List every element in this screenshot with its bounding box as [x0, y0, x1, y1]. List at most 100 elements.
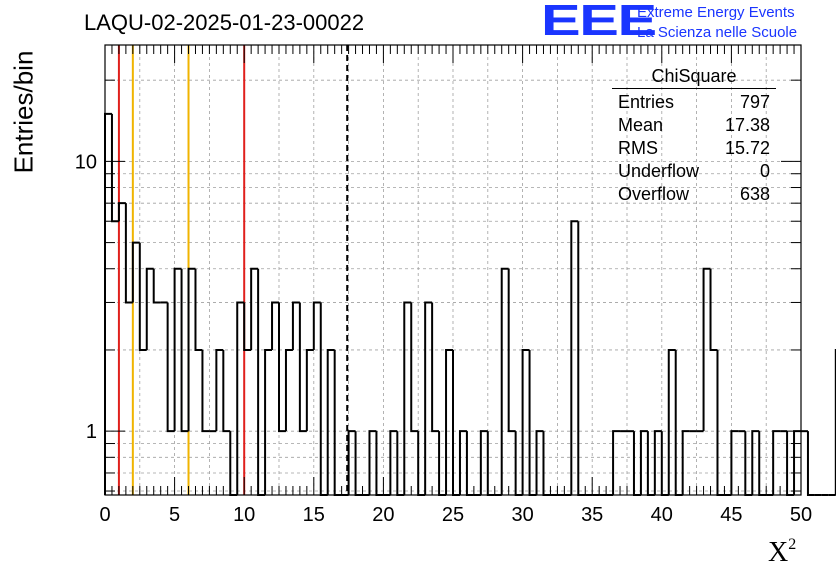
stats-value: 797	[739, 92, 770, 112]
stats-row-entries: Entries 797	[610, 91, 778, 114]
histogram-bin	[180, 268, 189, 433]
histogram-bin	[131, 241, 140, 303]
histogram-bin	[229, 431, 238, 496]
histogram-bin	[500, 267, 509, 495]
histogram-bin	[632, 431, 641, 496]
histogram-bin	[347, 430, 356, 495]
histogram-bin	[173, 267, 182, 432]
x-tick-label: 25	[442, 504, 464, 526]
stats-value: 638	[739, 184, 770, 204]
histogram-bin	[424, 301, 433, 495]
histogram-bin	[243, 302, 252, 351]
stats-box: ChiSquare Entries 797 Mean 17.38 RMS 15.…	[610, 66, 778, 206]
histogram-bin	[194, 268, 203, 351]
histogram-bin	[326, 348, 335, 495]
histogram-bin	[403, 301, 412, 495]
x-axis-label: X2	[768, 536, 796, 569]
histogram-bin	[124, 203, 133, 304]
histogram-bin	[744, 431, 753, 496]
x-tick-label: 15	[303, 504, 325, 526]
x-tick-label: 5	[169, 504, 180, 526]
histogram-bin	[535, 430, 544, 495]
stats-row-mean: Mean 17.38	[610, 114, 778, 137]
stats-label: Entries	[618, 92, 675, 112]
histogram-bin	[681, 430, 690, 495]
histogram-bin	[396, 431, 405, 496]
histogram-bin	[646, 431, 655, 496]
eee-logo-mark: EEE	[541, 0, 657, 45]
histogram-bin	[298, 302, 307, 433]
histogram-bin	[521, 348, 530, 495]
stats-value: 0	[759, 161, 770, 181]
histogram-bin	[305, 348, 314, 432]
histogram-bin	[458, 430, 467, 495]
stats-value: 17.38	[724, 115, 770, 135]
logo-line-2: La Scienza nelle Scuole	[637, 24, 798, 41]
histogram-bin	[152, 268, 161, 304]
x-tick-label: 30	[511, 504, 533, 526]
y-tick-label: 10	[75, 151, 97, 173]
x-tick-label: 0	[99, 504, 110, 526]
x-axis-label-symbol: X	[768, 537, 789, 568]
histogram-bin	[166, 302, 175, 433]
histogram-bin	[465, 431, 474, 496]
stats-value: 15.72	[724, 138, 770, 158]
histogram-bin	[291, 301, 300, 350]
histogram-bin	[284, 348, 293, 432]
histogram-bin	[368, 430, 377, 495]
histogram-bin	[250, 267, 259, 350]
histogram-bin	[793, 430, 801, 495]
histogram-bin	[479, 430, 488, 495]
histogram-bin	[222, 349, 231, 433]
x-tick-label: 10	[233, 504, 255, 526]
histogram-bin	[570, 220, 579, 495]
histogram-bin	[319, 302, 328, 496]
histogram-bin	[667, 348, 676, 495]
stats-label: Overflow	[618, 184, 690, 204]
histogram-bin	[431, 302, 440, 433]
stats-label: Mean	[618, 115, 664, 135]
histogram-bin	[612, 430, 621, 495]
x-axis-label-superscript: 2	[788, 536, 797, 553]
histogram-bin	[709, 268, 718, 351]
stats-row-underflow: Underflow 0	[610, 160, 778, 183]
histogram-bin	[375, 431, 384, 496]
histogram-bin	[271, 301, 279, 350]
histogram-bin	[278, 302, 286, 433]
histogram-bin	[445, 348, 453, 495]
histogram-bin	[702, 267, 711, 432]
histogram-bin	[730, 430, 739, 495]
histogram-bin	[660, 431, 669, 496]
histogram-bin	[772, 430, 781, 495]
histogram-bin	[201, 349, 210, 433]
histogram-bin	[110, 113, 119, 223]
histogram-bin	[312, 301, 321, 350]
histogram-bin	[145, 267, 154, 350]
x-tick-label: 20	[372, 504, 394, 526]
histogram-bin	[117, 202, 126, 222]
histogram-bin	[653, 430, 662, 495]
histogram-bin	[410, 302, 419, 433]
histogram-bin	[758, 431, 767, 496]
histogram-bin	[507, 268, 516, 433]
histogram-bin	[215, 348, 224, 432]
histogram-bin	[417, 431, 426, 496]
y-axis-label: Entries/bin	[8, 50, 39, 174]
stats-label: Underflow	[618, 161, 700, 181]
histogram-bin	[187, 267, 196, 432]
y-tick-label: 1	[86, 421, 97, 443]
histogram-bin	[786, 431, 795, 496]
stats-row-overflow: Overflow 638	[610, 183, 778, 206]
stats-box-title: ChiSquare	[612, 66, 776, 89]
histogram-bin	[138, 242, 147, 351]
histogram-bin	[486, 431, 495, 496]
histogram-bin	[542, 431, 551, 496]
stats-label: RMS	[618, 138, 658, 158]
histogram-bin	[236, 301, 245, 495]
histogram-bin	[577, 221, 586, 496]
histogram-bin	[389, 430, 398, 495]
histogram-bin	[264, 348, 273, 495]
histogram-bin	[354, 431, 363, 496]
x-tick-label: 40	[651, 504, 673, 526]
